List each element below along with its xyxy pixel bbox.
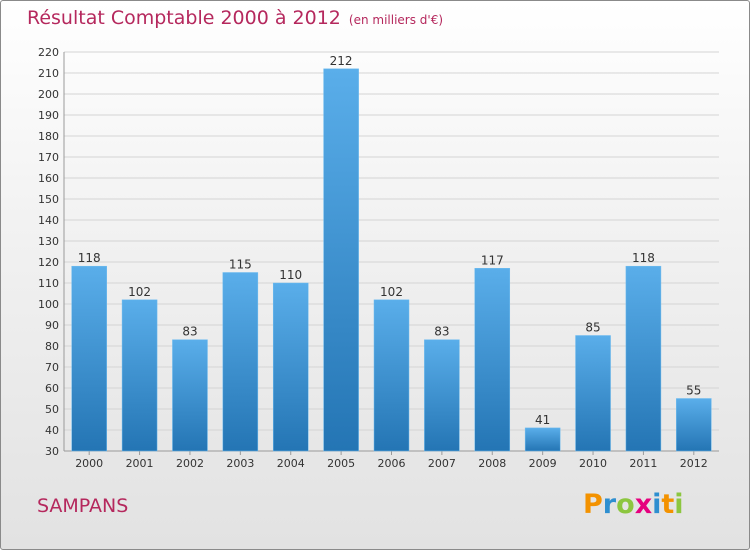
x-tick-label: 2003	[226, 457, 254, 470]
proxiti-logo[interactable]: Proxiti	[583, 489, 684, 520]
y-tick-label: 170	[38, 151, 59, 164]
y-tick-label: 150	[38, 193, 59, 206]
data-label: 118	[632, 251, 655, 265]
y-tick-label: 130	[38, 235, 59, 248]
y-tick-label: 40	[45, 424, 59, 437]
logo-letter: r	[602, 489, 617, 520]
bar-2011[interactable]	[625, 265, 662, 452]
data-label: 118	[78, 251, 101, 265]
data-label: 55	[686, 384, 701, 398]
y-tick-label: 210	[38, 67, 59, 80]
y-tick-label: 70	[45, 361, 59, 374]
chart-title-text: Résultat Comptable 2000 à 2012	[27, 7, 341, 29]
logo-letter: o	[616, 489, 635, 520]
x-tick-label: 2012	[680, 457, 708, 470]
data-label: 85	[585, 321, 600, 335]
label-layer: 118 102 83 115 110 212 102 83 117 41 85 118 55	[78, 54, 702, 427]
y-tick-label: 60	[45, 382, 59, 395]
y-tick-label: 220	[38, 46, 59, 59]
x-tick-label: 2011	[629, 457, 657, 470]
bar-2000[interactable]	[71, 265, 107, 452]
y-tick-label: 140	[38, 214, 59, 227]
data-label: 115	[229, 258, 252, 272]
y-tick-label: 120	[38, 256, 59, 269]
data-label: 83	[182, 325, 197, 339]
x-tick-label: 2010	[579, 457, 607, 470]
logo-letter: t	[661, 489, 675, 520]
bar-2003[interactable]	[222, 272, 259, 452]
logo-letter: i	[674, 489, 684, 520]
data-label: 212	[330, 54, 353, 68]
chart-subtitle: (en milliers d'€)	[348, 13, 444, 27]
x-tick-label: 2007	[428, 457, 456, 470]
bar-layer	[71, 68, 712, 452]
chart-title: Résultat Comptable 2000 à 2012 (en millie…	[27, 7, 443, 29]
x-tick-label: 2002	[176, 457, 204, 470]
y-tick-label: 180	[38, 130, 59, 143]
bar-2006[interactable]	[373, 299, 410, 452]
x-tick-label: 2008	[478, 457, 506, 470]
y-tick-label: 80	[45, 340, 59, 353]
axis-layer: 30 40 50 60 70 80 90 100 110 120 130 140 150 160 170 18…	[38, 46, 719, 470]
bar-2009[interactable]	[524, 427, 561, 452]
x-tick-label: 2000	[75, 457, 103, 470]
y-tick-label: 50	[45, 403, 59, 416]
y-tick-label: 100	[38, 298, 59, 311]
bar-2005[interactable]	[323, 68, 359, 452]
x-tick-label: 2004	[277, 457, 305, 470]
y-tick-label: 190	[38, 109, 59, 122]
bar-2012[interactable]	[676, 398, 712, 452]
x-tick-label: 2001	[126, 457, 154, 470]
y-tick-label: 30	[45, 445, 59, 458]
x-tick-label: 2006	[378, 457, 406, 470]
x-tick-label: 2009	[529, 457, 557, 470]
data-label: 102	[380, 285, 403, 299]
logo-letter: i	[652, 489, 662, 520]
y-tick-label: 200	[38, 88, 59, 101]
logo-letter: x	[634, 489, 653, 520]
bar-2008[interactable]	[474, 268, 511, 452]
data-label: 83	[434, 325, 449, 339]
y-tick-label: 160	[38, 172, 59, 185]
bar-2002[interactable]	[172, 339, 208, 452]
logo-letter: P	[583, 489, 603, 520]
data-label: 117	[481, 253, 504, 267]
data-label: 41	[535, 413, 550, 427]
bar-2007[interactable]	[424, 339, 460, 452]
data-label: 110	[279, 268, 302, 282]
bar-2010[interactable]	[575, 335, 611, 452]
bar-2001[interactable]	[121, 299, 158, 452]
data-label: 102	[128, 285, 151, 299]
x-tick-label: 2005	[327, 457, 355, 470]
city-name: SAMPANS	[37, 495, 129, 517]
y-tick-label: 90	[45, 319, 59, 332]
y-tick-label: 110	[38, 277, 59, 290]
bar-2004[interactable]	[272, 282, 309, 452]
